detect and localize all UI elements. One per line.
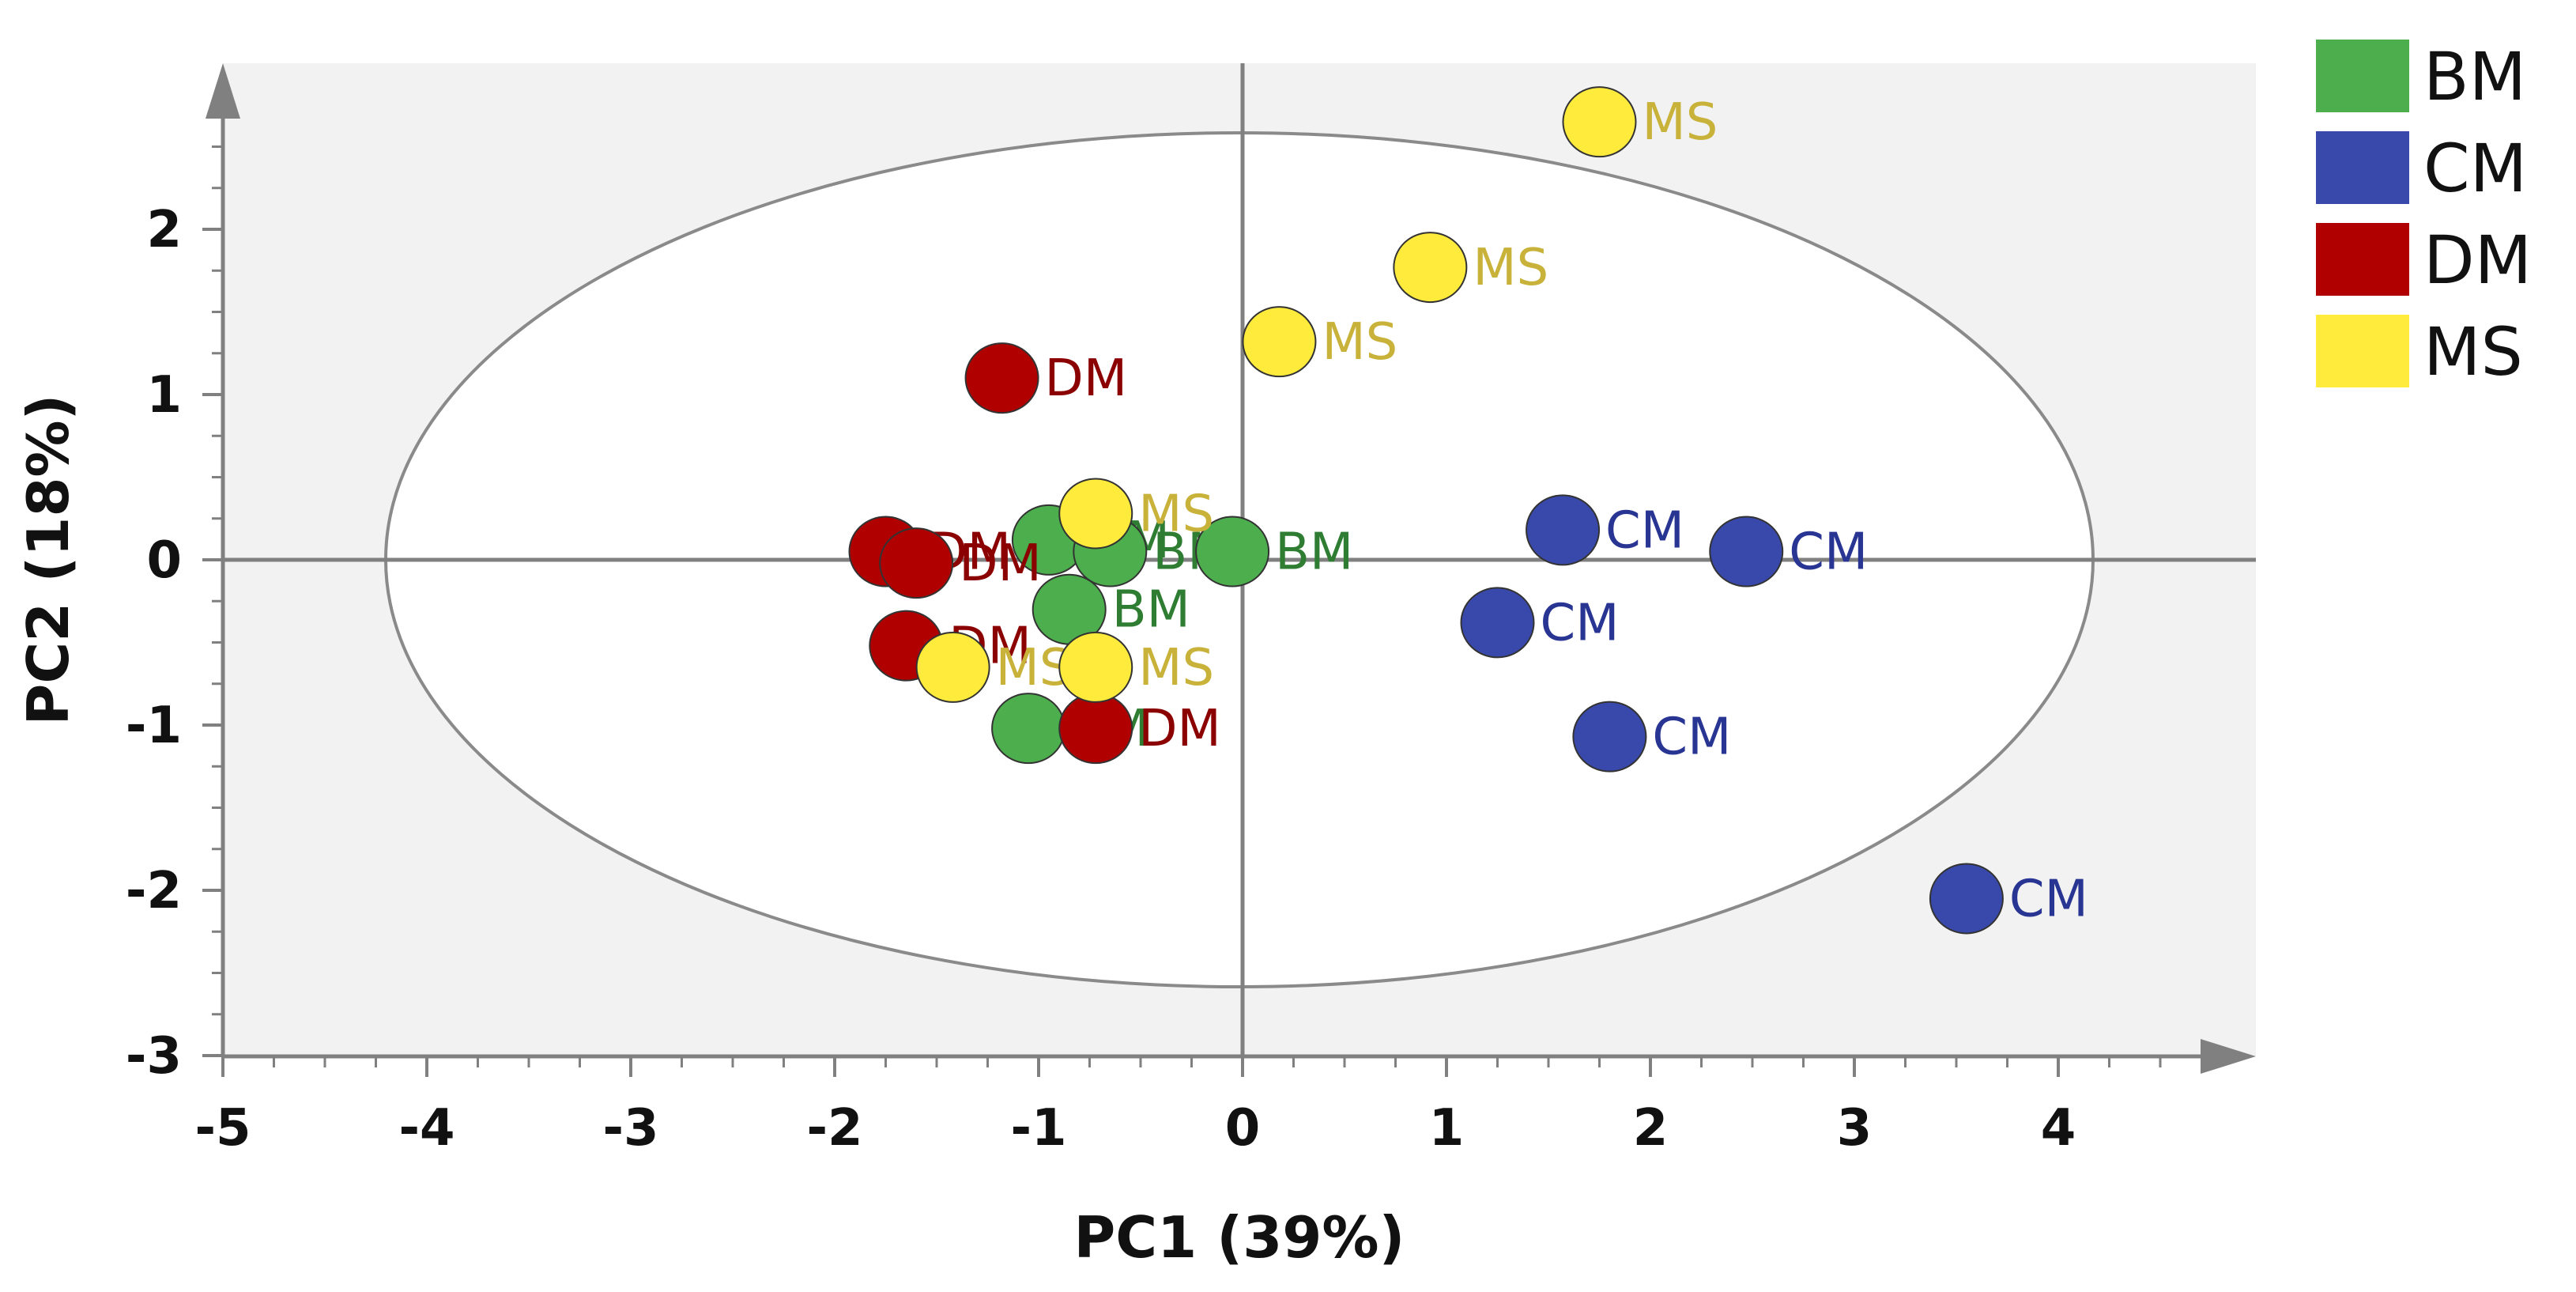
y-tick-label: -3 — [126, 1027, 182, 1086]
point-ms — [1393, 232, 1468, 304]
data-points: BMBMBMBMBMCMCMCMCMCMDMDMDMDMDMMSMSMSMSMS… — [848, 86, 2088, 935]
point-label-ms: MS — [1643, 93, 1718, 152]
y-tick-label: -1 — [126, 697, 182, 755]
point-bm — [1195, 516, 1270, 587]
point-label-cm: CM — [1789, 523, 1868, 582]
x-axis-title: PC1 (39%) — [1074, 1204, 1405, 1271]
legend-swatch-cm — [2316, 131, 2409, 204]
legend-swatch-ms — [2316, 315, 2409, 387]
point-ms — [1242, 306, 1317, 378]
x-tick-label: -4 — [398, 1099, 454, 1158]
x-tick-label: 3 — [1837, 1099, 1873, 1158]
x-tick-label: 4 — [2041, 1099, 2076, 1158]
point-cm — [1929, 863, 2004, 935]
point-cm — [1460, 587, 1535, 659]
legend-label-ms: MS — [2423, 313, 2523, 391]
point-ms — [1058, 478, 1133, 550]
point-label-dm: DM — [959, 535, 1042, 593]
legend-label-bm: BM — [2423, 38, 2526, 115]
y-tick-label: 0 — [146, 531, 182, 590]
point-label-cm: CM — [1605, 501, 1684, 560]
legend-label-cm: CM — [2423, 130, 2527, 207]
x-tick-label: -2 — [806, 1099, 862, 1158]
point-label-ms: MS — [1138, 639, 1214, 697]
x-tick-label: 0 — [1225, 1099, 1261, 1158]
point-ms — [1562, 86, 1637, 158]
legend: BM CM DM MS — [2316, 38, 2532, 391]
point-label-bm: BM — [1275, 523, 1353, 582]
point-label-cm: CM — [1652, 708, 1731, 767]
legend-swatch-bm — [2316, 40, 2409, 112]
point-label-dm: DM — [1138, 700, 1221, 758]
x-tick-label: -1 — [1010, 1099, 1066, 1158]
y-tick-label: 2 — [146, 201, 182, 259]
point-cm — [1709, 516, 1784, 587]
y-tick-label: -2 — [126, 862, 182, 920]
point-cm — [1572, 701, 1647, 773]
point-dm — [879, 527, 954, 599]
ticks: -5 -4 -3 -2 -1 0 1 2 3 4 2 1 0 -1 -2 -3 — [126, 104, 2212, 1158]
x-tick-label: -5 — [194, 1099, 251, 1158]
point-label-bm: BM — [1112, 581, 1190, 640]
point-bm — [991, 693, 1066, 765]
x-tick-label: 1 — [1429, 1099, 1465, 1158]
legend-swatch-dm — [2316, 223, 2409, 296]
point-label-ms: MS — [1138, 485, 1214, 543]
x-tick-label: 2 — [1633, 1099, 1669, 1158]
point-label-ms: MS — [1322, 313, 1397, 372]
point-label-cm: CM — [2009, 870, 2088, 928]
point-dm — [1058, 693, 1133, 765]
point-cm — [1526, 494, 1601, 566]
point-label-cm: CM — [1541, 594, 1620, 652]
y-tick-label: 1 — [146, 366, 182, 425]
point-ms — [915, 631, 990, 703]
legend-label-dm: DM — [2423, 221, 2532, 299]
x-tick-label: -3 — [602, 1099, 658, 1158]
point-ms — [1058, 631, 1133, 703]
y-axis-title: PC2 (18%) — [15, 395, 81, 726]
point-dm — [964, 342, 1039, 414]
x-axis-arrow — [2201, 1039, 2256, 1074]
point-label-ms: MS — [1473, 239, 1548, 297]
point-label-dm: DM — [1045, 349, 1128, 408]
